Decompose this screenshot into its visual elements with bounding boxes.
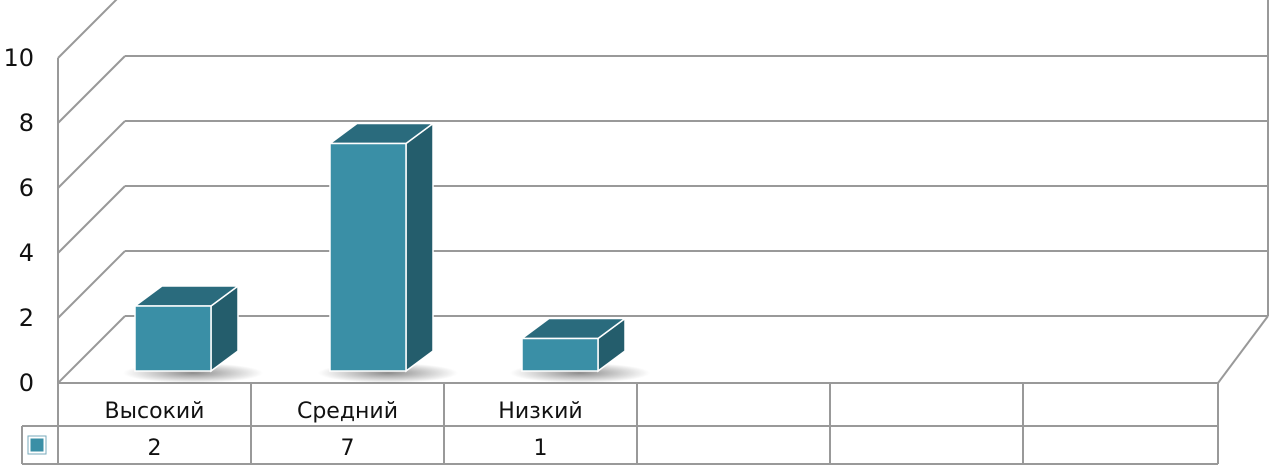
value-label: 2 — [148, 436, 162, 461]
floor-right-edge — [1217, 315, 1269, 384]
gridline-left-6 — [57, 120, 126, 189]
bar-side-2 — [405, 122, 434, 373]
y-tick-label: 2 — [19, 304, 34, 332]
gridline-left-0 — [57, 315, 126, 384]
bar-1 — [134, 305, 212, 372]
y-tick-label: 6 — [19, 174, 34, 202]
legend-key-border — [27, 435, 47, 455]
category-label: Средний — [297, 399, 398, 424]
gridline-left-10 — [57, 0, 118, 59]
bar-3 — [521, 337, 599, 372]
gridline-left-2 — [57, 250, 126, 319]
bar-2 — [329, 142, 407, 372]
legend-key — [29, 437, 45, 453]
chart-grid — [57, 0, 1269, 384]
y-tick-label: 4 — [19, 239, 34, 267]
y-tick-label: 8 — [19, 109, 34, 137]
y-axis: 0 2 4 6 8 10 — [3, 44, 34, 397]
value-label: 1 — [534, 436, 548, 461]
gridline-left-4 — [57, 185, 126, 254]
category-label: Высокий — [105, 399, 205, 424]
y-tick-label: 0 — [19, 369, 34, 397]
y-tick-label: 10 — [3, 44, 34, 72]
category-label: Низкий — [498, 399, 582, 424]
data-table: Высокий 2 Средний 7 Низкий 1 — [21, 383, 1219, 465]
bars — [132, 122, 628, 373]
value-label: 7 — [341, 436, 355, 461]
gridline-left-8 — [57, 55, 126, 124]
